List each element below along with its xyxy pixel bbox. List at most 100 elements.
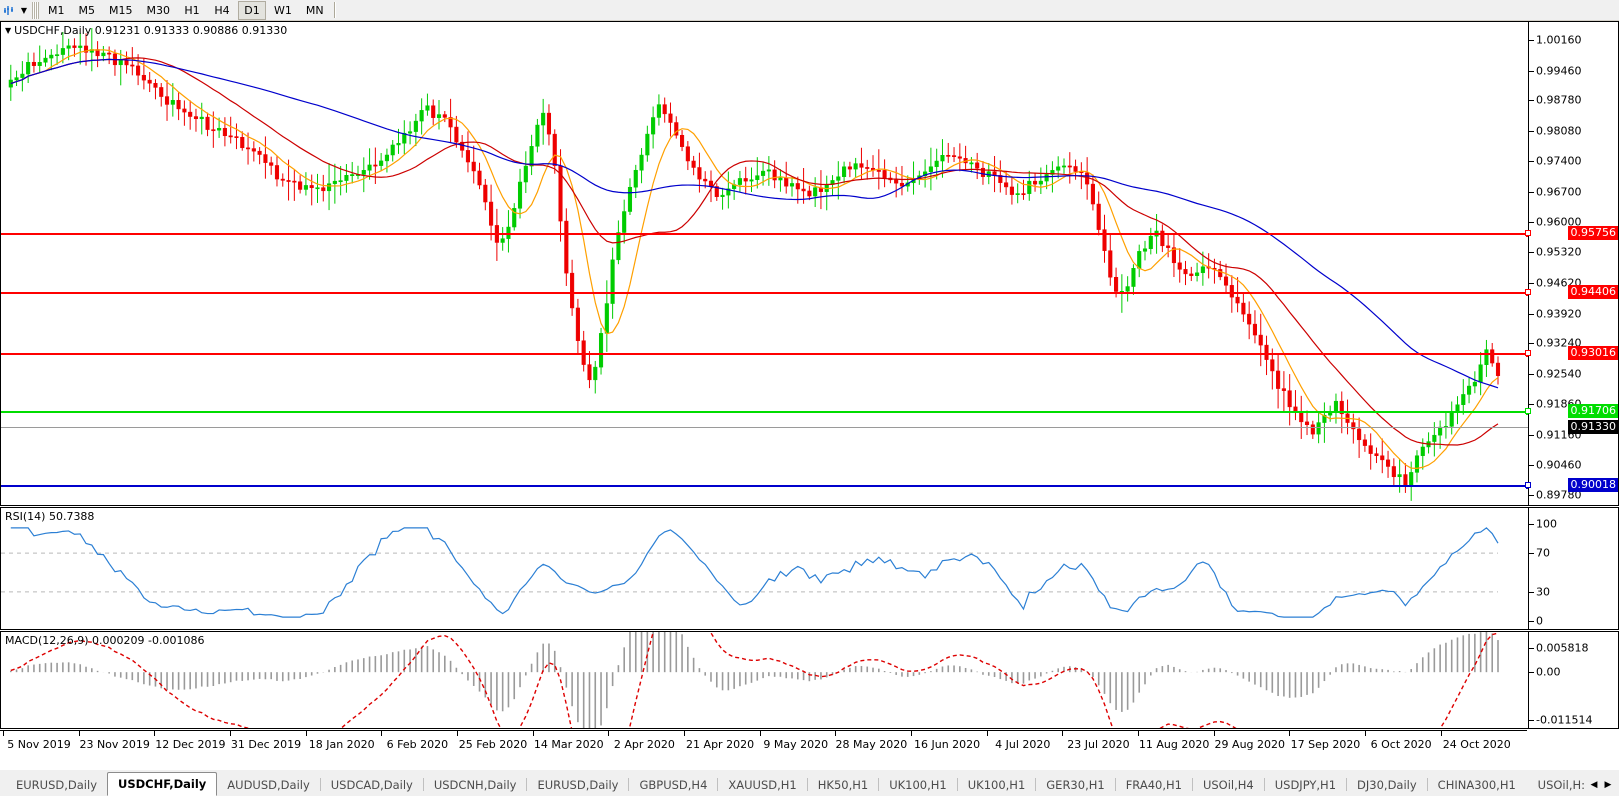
level-line-0.90018[interactable] bbox=[1, 483, 1528, 489]
chart-tab-gbpusd-h4[interactable]: GBPUSD,H4 bbox=[639, 778, 708, 792]
level-line-0.95756[interactable] bbox=[1, 232, 1528, 238]
chart-tab-usdjpy-h1[interactable]: USDJPY,H1 bbox=[1274, 778, 1337, 792]
date-axis-tick bbox=[1365, 730, 1367, 736]
price-axis-label: 0.91160 bbox=[1536, 428, 1582, 441]
price-axis-label: 0.98780 bbox=[1536, 93, 1582, 107]
chart-tab-fra40-h1[interactable]: FRA40,H1 bbox=[1125, 778, 1182, 792]
ma-slow-line bbox=[10, 58, 1499, 389]
level-line-0.91706[interactable] bbox=[1, 409, 1528, 415]
macd-pane-title: MACD(12,26,9) 0.000209 -0.001086 bbox=[5, 634, 205, 647]
timeframe-m5[interactable]: M5 bbox=[78, 3, 96, 17]
chart-bars-icon[interactable] bbox=[2, 2, 18, 18]
macd-plot[interactable] bbox=[1, 632, 1528, 728]
rsi-axis-tick bbox=[1529, 621, 1534, 622]
macd-pane[interactable]: MACD(12,26,9) 0.000209 -0.001086 0.00581… bbox=[0, 631, 1619, 729]
arrow-right-icon[interactable]: ▶ bbox=[1604, 780, 1612, 790]
date-axis-label: 24 Oct 2020 bbox=[1442, 738, 1511, 751]
chart-tab-audusd-daily[interactable]: AUDUSD,Daily bbox=[227, 778, 310, 792]
chart-tab-xauusd-h1[interactable]: XAUUSD,H1 bbox=[728, 778, 797, 792]
price-series-svg bbox=[8, 28, 1501, 501]
date-axis-tick bbox=[684, 730, 686, 736]
timeframe-h4[interactable]: H4 bbox=[214, 3, 230, 17]
chart-tab-usdcad-daily[interactable]: USDCAD,Daily bbox=[330, 778, 413, 792]
price-axis-tick bbox=[1529, 374, 1534, 376]
price-tag-support-blue[interactable]: 0.90018 bbox=[1567, 477, 1618, 492]
chart-tab-uk100-h1[interactable]: UK100,H1 bbox=[889, 778, 947, 792]
timeframe-mn[interactable]: MN bbox=[305, 3, 324, 17]
chevron-down-icon[interactable]: ▼ bbox=[20, 5, 28, 15]
date-axis-label: 17 Sep 2020 bbox=[1290, 738, 1361, 751]
tab-truncated[interactable]: USOil,H: bbox=[1537, 778, 1585, 792]
date-axis-label: 18 Jan 2020 bbox=[308, 738, 375, 751]
tab-divider bbox=[422, 778, 424, 791]
date-axis-label: 28 May 2020 bbox=[835, 738, 908, 751]
price-tag-marker bbox=[1525, 350, 1531, 357]
date-axis-tick bbox=[759, 730, 761, 736]
price-axis-tick bbox=[1529, 282, 1534, 284]
price-axis-tick bbox=[1529, 100, 1534, 102]
macd-signal-line bbox=[10, 632, 1499, 728]
price-axis-tick bbox=[1529, 191, 1534, 193]
price-scale[interactable]: 1.00160 0.99460 0.98780 0.98080 0.97400 0.967… bbox=[1525, 22, 1618, 505]
chart-tab-usdcnh-daily[interactable]: USDCNH,Daily bbox=[433, 778, 517, 792]
chart-tab-uk100-h1[interactable]: UK100,H1 bbox=[967, 778, 1026, 792]
price-tag-marker bbox=[1525, 481, 1531, 488]
chart-tab-usoil-h4[interactable]: USOil,H4 bbox=[1202, 778, 1254, 792]
price-axis-tick bbox=[1529, 495, 1534, 496]
chart-canvas-area[interactable]: ▼ USDCHF,Daily 0.91231 0.91333 0.90886 0.… bbox=[0, 21, 1619, 769]
price-tag-resistance-2[interactable]: 0.94406 bbox=[1567, 285, 1618, 300]
macd-axis-label: -0.011514 bbox=[1536, 713, 1593, 727]
rsi-pane[interactable]: RSI(14) 50.7388 100 70 30 0 bbox=[0, 507, 1619, 630]
rsi-plot[interactable] bbox=[1, 508, 1528, 629]
timeframe-d1[interactable]: D1 bbox=[238, 0, 266, 20]
date-axis-tick bbox=[835, 730, 837, 736]
price-pane[interactable]: ▼ USDCHF,Daily 0.91231 0.91333 0.90886 0.… bbox=[0, 21, 1619, 506]
date-axis-label: 21 Apr 2020 bbox=[686, 738, 755, 751]
date-axis-tick bbox=[1062, 730, 1064, 736]
chart-tab-eurusd-daily[interactable]: EURUSD,Daily bbox=[16, 778, 97, 792]
chart-tab-dj30-daily[interactable]: DJ30,Daily bbox=[1357, 778, 1417, 792]
ma-fast-line bbox=[10, 49, 1499, 469]
price-tag-support-green[interactable]: 0.91706 bbox=[1567, 403, 1618, 418]
price-axis-label: 0.98080 bbox=[1536, 124, 1582, 138]
date-axis-label: 6 Feb 2020 bbox=[386, 738, 449, 751]
date-axis-tick bbox=[911, 730, 913, 736]
chart-tab-ger30-h1[interactable]: GER30,H1 bbox=[1046, 778, 1105, 792]
timeframe-m15[interactable]: M15 bbox=[109, 3, 133, 17]
price-axis-label: 0.97400 bbox=[1536, 154, 1582, 168]
caret-down-icon[interactable]: ▼ bbox=[5, 26, 12, 35]
price-axis-label: 0.90460 bbox=[1536, 458, 1582, 472]
price-axis-label: 0.94620 bbox=[1536, 276, 1582, 290]
date-axis-tick bbox=[1289, 730, 1291, 736]
chart-tab-eurusd-daily[interactable]: EURUSD,Daily bbox=[537, 778, 619, 792]
chart-tab-usdchf-daily[interactable]: USDCHF,Daily bbox=[107, 772, 218, 796]
date-axis-tick bbox=[532, 730, 534, 736]
tab-scroll-controls[interactable]: USOil,H: ◀ ▶ bbox=[1530, 774, 1619, 796]
price-plot[interactable] bbox=[1, 22, 1528, 505]
arrow-left-icon[interactable]: ◀ bbox=[1590, 780, 1598, 790]
price-tag-resistance-1[interactable]: 0.95756 bbox=[1567, 226, 1618, 241]
date-axis-tick bbox=[457, 730, 459, 736]
price-tag-marker bbox=[1525, 407, 1531, 414]
timeframe-w1[interactable]: W1 bbox=[274, 3, 292, 17]
chart-tab-bar[interactable]: EURUSD,Daily USDCHF,Daily AUDUSD,Daily USDC… bbox=[0, 769, 1619, 796]
timeframe-h1[interactable]: H1 bbox=[184, 3, 200, 17]
toolbar-grip[interactable] bbox=[32, 1, 39, 19]
price-axis-tick bbox=[1529, 222, 1534, 224]
price-tag-marker bbox=[1525, 230, 1531, 237]
tab-divider bbox=[1114, 778, 1116, 791]
macd-axis-label: 0.00 bbox=[1536, 665, 1561, 679]
date-axis[interactable]: 5 Nov 2019 23 Nov 2019 12 Dec 2019 31 Dec 2… bbox=[0, 730, 1619, 769]
timeframe-m1[interactable]: M1 bbox=[48, 3, 65, 17]
chart-tab-hk50-h1[interactable]: HK50,H1 bbox=[817, 778, 869, 792]
price-axis-label: 0.93240 bbox=[1536, 336, 1582, 350]
chart-tab-china300-h1[interactable]: CHINA300,H1 bbox=[1437, 778, 1516, 792]
timeframe-m30[interactable]: M30 bbox=[146, 3, 171, 17]
level-line-0.94406[interactable] bbox=[1, 291, 1528, 297]
date-axis-tick bbox=[3, 730, 4, 736]
ma-mid-line bbox=[10, 57, 1499, 446]
rsi-axis-tick bbox=[1529, 553, 1534, 555]
price-tag-resistance-3[interactable]: 0.93016 bbox=[1567, 346, 1618, 361]
level-line-0.93016[interactable] bbox=[1, 352, 1528, 358]
